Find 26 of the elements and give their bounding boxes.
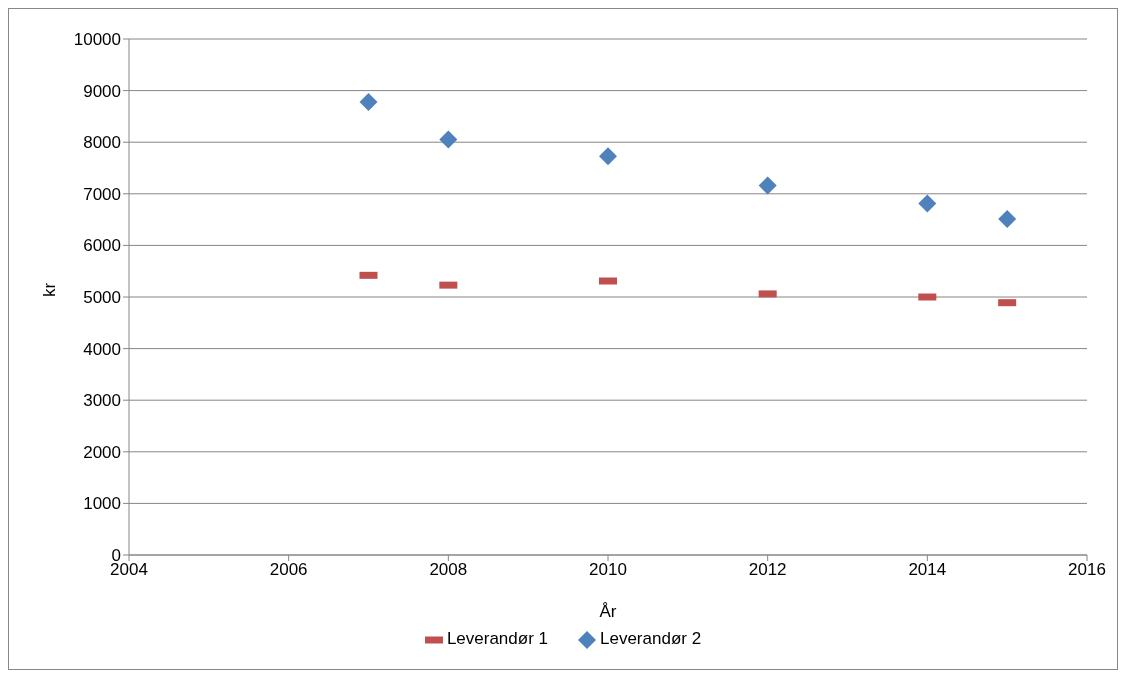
x-tick-label: 2014 — [908, 560, 947, 580]
y-tick-label: 8000 — [83, 133, 121, 153]
y-tick-label: 4000 — [83, 339, 121, 359]
x-tick-label: 2006 — [269, 560, 308, 580]
x-tick-label: 2016 — [1068, 560, 1106, 580]
y-tick-label: 1000 — [83, 494, 121, 514]
point — [918, 194, 937, 213]
y-tick-label: 9000 — [83, 81, 121, 101]
point — [599, 147, 617, 166]
y-tick-label: 7000 — [83, 184, 121, 204]
y-tick-label: 3000 — [83, 391, 121, 411]
y-tick-label: 2000 — [83, 442, 121, 462]
point — [758, 176, 777, 195]
legend-label: Leverandør 1 — [445, 629, 548, 649]
x-axis-title: År — [599, 602, 617, 621]
y-tick-label: 10000 — [73, 30, 121, 50]
x-tick-label: 2012 — [748, 560, 787, 580]
point — [439, 130, 458, 149]
x-tick-label: 2008 — [429, 560, 468, 580]
y-tick-label: 6000 — [83, 236, 121, 256]
point — [998, 210, 1017, 229]
y-tick-label: 5000 — [83, 288, 121, 308]
x-tick-label: 2010 — [589, 560, 627, 580]
point — [359, 92, 378, 111]
legend-label: Leverandør 2 — [599, 629, 702, 649]
y-axis-title: kr — [40, 282, 60, 297]
